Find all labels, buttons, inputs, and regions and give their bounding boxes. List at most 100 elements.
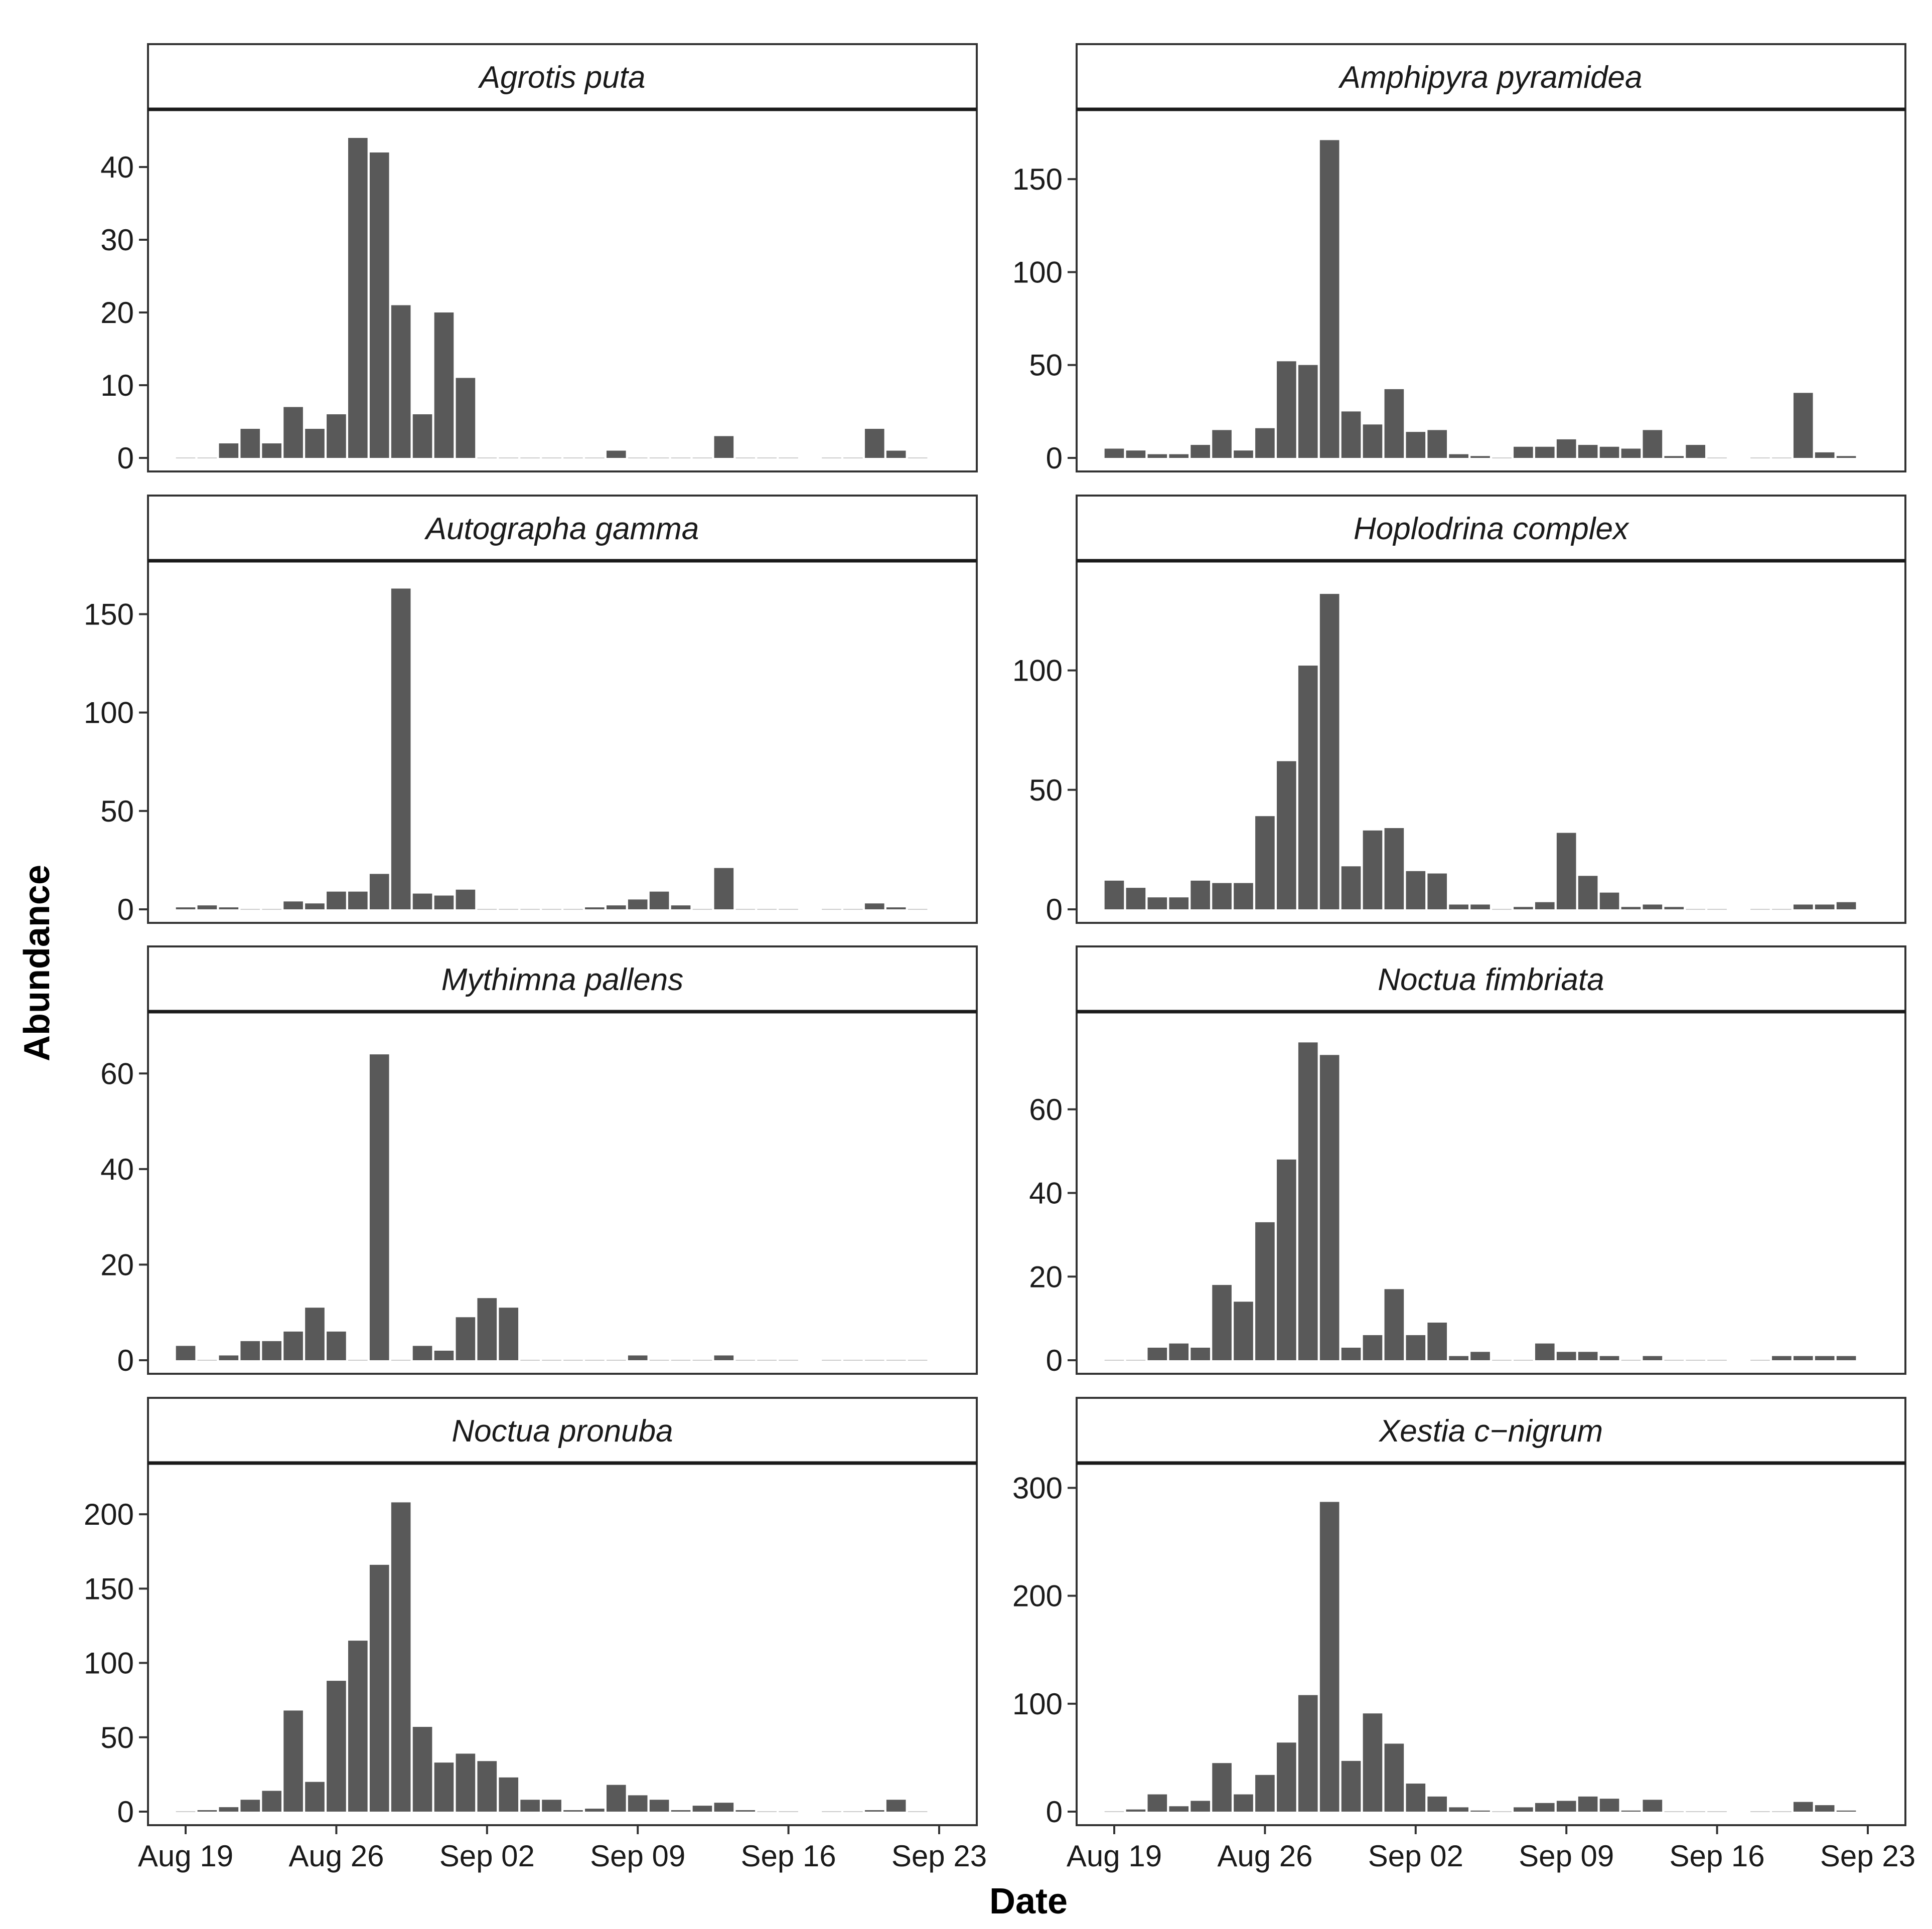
facet-noctua-pronuba: Noctua pronuba 0 50 100 150 200 Aug 19 Aug 26 Se… (84, 1397, 987, 1873)
bar (1470, 1352, 1490, 1360)
bar (434, 1762, 454, 1812)
bar (1578, 876, 1598, 909)
bar (1384, 1289, 1404, 1360)
bar (1384, 1743, 1404, 1812)
bar (197, 905, 217, 909)
bar (1255, 816, 1275, 909)
bar (1535, 902, 1555, 909)
bar (369, 152, 389, 458)
y-tick-label: 0 (1046, 1344, 1063, 1377)
bar (283, 1710, 303, 1812)
y-tick-label: 100 (1012, 255, 1063, 289)
bar (864, 903, 884, 909)
bar (456, 378, 476, 458)
bar (305, 903, 325, 909)
bar (1578, 1352, 1598, 1360)
bar (1298, 666, 1318, 909)
bar (1470, 904, 1490, 909)
bar (176, 907, 196, 909)
facet-xestia-c-nigrum: Xestia c−nigrum 0 100 200 300 Aug 19 Aug 26 Sep… (1012, 1397, 1915, 1873)
bar (1319, 1502, 1340, 1812)
bar (1212, 430, 1232, 458)
bar (1535, 446, 1555, 458)
bar (1427, 873, 1447, 909)
strip-box (1076, 43, 1906, 110)
bar (1147, 454, 1167, 458)
bar (219, 1807, 239, 1812)
panel-border (147, 1462, 978, 1826)
bar (606, 905, 626, 909)
bar (1599, 892, 1619, 909)
bar (1815, 1356, 1835, 1360)
bar (176, 1346, 196, 1360)
strip-label: Xestia c−nigrum (1378, 1414, 1603, 1449)
bar (671, 1810, 691, 1812)
bar (305, 429, 325, 458)
bar (628, 899, 648, 909)
y-tick-label: 150 (84, 1572, 134, 1605)
strip-label: Autographa gamma (424, 512, 699, 546)
bar (305, 1308, 325, 1360)
bar (1341, 1760, 1361, 1812)
bar (1363, 1713, 1383, 1812)
bar (563, 1810, 583, 1812)
bar (1363, 1335, 1383, 1360)
bar (219, 443, 239, 458)
bar (1147, 1347, 1167, 1360)
bar (240, 429, 260, 458)
facet-amphipyra-pyramidea: Amphipyra pyramidea 0 50 100 150 (1012, 43, 1906, 475)
bar (1514, 446, 1533, 458)
bar (1621, 448, 1641, 458)
y-tick-label: 0 (1046, 893, 1063, 926)
panel-border (1076, 1011, 1906, 1375)
y-tick-label: 0 (1046, 441, 1063, 475)
bar (1255, 1222, 1275, 1360)
bar (434, 312, 454, 458)
bar (1126, 450, 1146, 458)
bar (1449, 1356, 1468, 1360)
bar (1470, 456, 1490, 458)
bar (1234, 450, 1253, 458)
bar (606, 450, 626, 458)
bar (1793, 904, 1813, 909)
bar (1427, 1796, 1447, 1812)
bar (1191, 445, 1210, 458)
y-tick-label: 100 (84, 1647, 134, 1680)
bar (477, 1761, 497, 1812)
y-tick-label: 100 (84, 696, 134, 730)
bar (1621, 907, 1641, 909)
bar (1191, 1347, 1210, 1360)
bar (1212, 883, 1232, 909)
bar (692, 1806, 712, 1812)
bar (1104, 448, 1124, 458)
bar (649, 891, 669, 909)
bar (1836, 1810, 1856, 1812)
bar (1363, 830, 1383, 909)
bar (1341, 866, 1361, 909)
bar (1815, 1805, 1835, 1812)
y-tick-label: 0 (117, 441, 134, 475)
bar (1406, 1784, 1426, 1812)
bar (1578, 1796, 1598, 1812)
x-tick-label: Sep 23 (891, 1839, 987, 1873)
bar (864, 1810, 884, 1812)
bar (1319, 140, 1340, 458)
bar (262, 443, 281, 458)
facet-autographa-gamma: Autographa gamma 0 50 100 150 (84, 495, 978, 926)
bar (1556, 833, 1576, 909)
bar (262, 1341, 281, 1360)
bar (1255, 1775, 1275, 1812)
y-tick-label: 200 (84, 1498, 134, 1531)
bar (456, 1753, 476, 1812)
y-tick-label: 300 (1012, 1472, 1063, 1505)
bar (1793, 1802, 1813, 1812)
bar (369, 874, 389, 909)
bar (348, 138, 368, 458)
bar (1621, 1810, 1641, 1812)
bar (1298, 1042, 1318, 1360)
y-tick-label: 50 (100, 1721, 134, 1754)
y-tick-label: 40 (100, 1153, 134, 1186)
panel-border (147, 1011, 978, 1375)
strip-label: Amphipyra pyramidea (1337, 60, 1642, 95)
bar (1277, 761, 1296, 909)
